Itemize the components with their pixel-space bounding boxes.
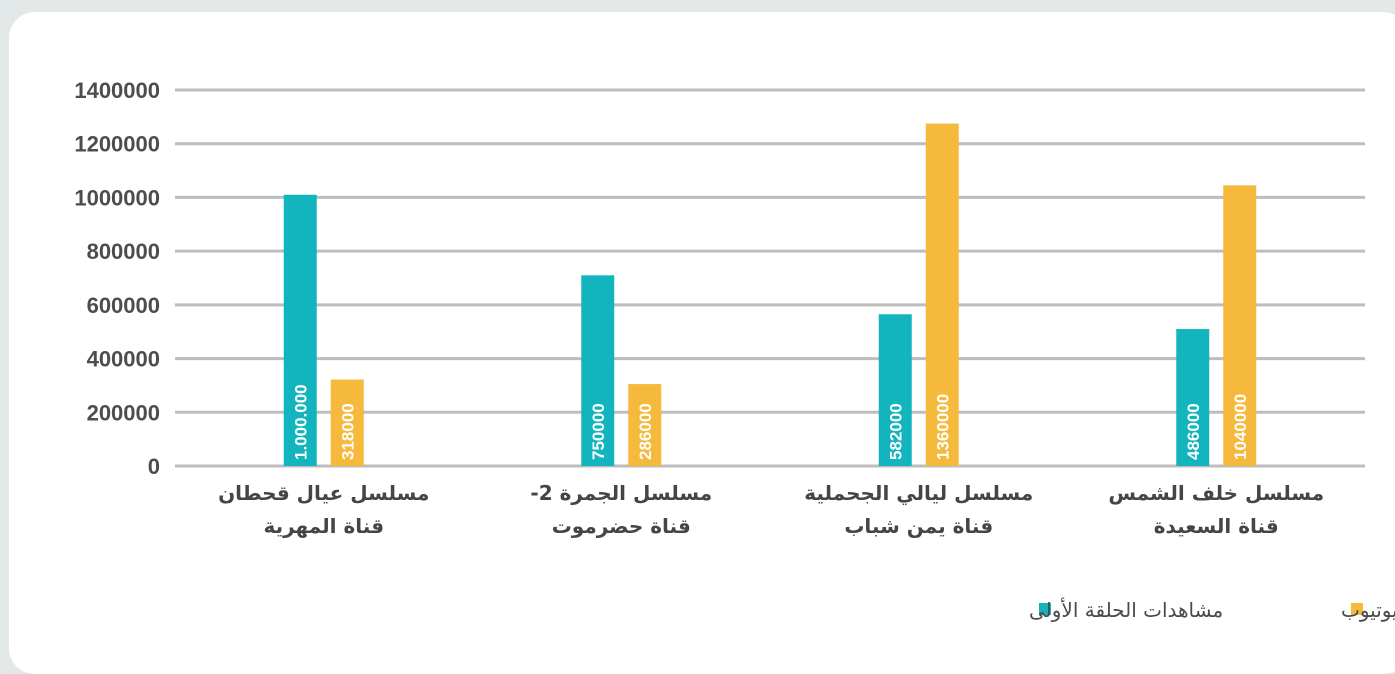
x-category-label: قناة يمن شباب bbox=[844, 514, 993, 538]
data-label: 286000 bbox=[636, 403, 655, 460]
x-category-label: قناة حضرموت bbox=[552, 514, 691, 538]
bar-series-1 bbox=[283, 194, 317, 466]
x-axis-categories: مسلسل عيال قحطان قناة المهرية مسلسل الجمرة… bbox=[218, 481, 1324, 538]
data-label: 750000 bbox=[589, 403, 608, 460]
data-label: 318000 bbox=[338, 403, 357, 460]
x-category-label: مسلسل ليالي الجحملية bbox=[804, 481, 1033, 506]
x-category-label: مسلسل خلف الشمس bbox=[1108, 481, 1324, 505]
bar-series-1 bbox=[1176, 329, 1210, 466]
chart-card bbox=[9, 12, 1395, 674]
x-category-label: مسلسل عيال قحطان bbox=[218, 481, 429, 505]
bar-series-2 bbox=[330, 379, 364, 466]
legend: عدد مشتركي اليوتيوب مشاهدات الحلقة الأولى bbox=[1029, 598, 1395, 623]
data-label: 1360000 bbox=[933, 394, 952, 460]
data-label: 486000 bbox=[1184, 403, 1203, 460]
y-tick-label: 1000000 bbox=[74, 185, 160, 210]
y-tick-label: 0 bbox=[148, 454, 160, 479]
bar-series-2 bbox=[628, 384, 662, 466]
x-category-label: قناة المهرية bbox=[263, 514, 384, 538]
data-label: 1.000.000 bbox=[291, 384, 310, 460]
y-tick-label: 1400000 bbox=[74, 78, 160, 103]
y-axis-ticks: 0 200000 400000 600000 800000 1000000 1200000 1… bbox=[74, 78, 160, 479]
bar-series-2 bbox=[1223, 185, 1257, 467]
bar-series-2 bbox=[925, 123, 959, 467]
data-labels: 1.000.000 318000 750000 286000 582000 1360000… bbox=[291, 384, 1250, 460]
y-tick-label: 400000 bbox=[87, 347, 160, 372]
gridlines bbox=[175, 88, 1365, 468]
bar-series-1 bbox=[878, 314, 912, 466]
x-category-label: مسلسل الجمرة 2- bbox=[530, 481, 712, 505]
y-tick-label: 1200000 bbox=[74, 132, 160, 157]
bar-series-1 bbox=[581, 275, 615, 466]
legend-label: مشاهدات الحلقة الأولى bbox=[1029, 598, 1223, 622]
data-label: 1040000 bbox=[1231, 394, 1250, 460]
legend-label: عدد مشتركي اليوتيوب bbox=[1341, 598, 1395, 623]
y-tick-label: 600000 bbox=[87, 293, 160, 318]
y-tick-label: 200000 bbox=[87, 400, 160, 425]
y-tick-label: 800000 bbox=[87, 239, 160, 264]
legend-swatch bbox=[1039, 603, 1051, 615]
data-label: 582000 bbox=[886, 403, 905, 460]
x-category-label: قناة السعيدة bbox=[1154, 514, 1279, 538]
legend-swatch bbox=[1351, 603, 1363, 615]
bars bbox=[283, 123, 1257, 467]
